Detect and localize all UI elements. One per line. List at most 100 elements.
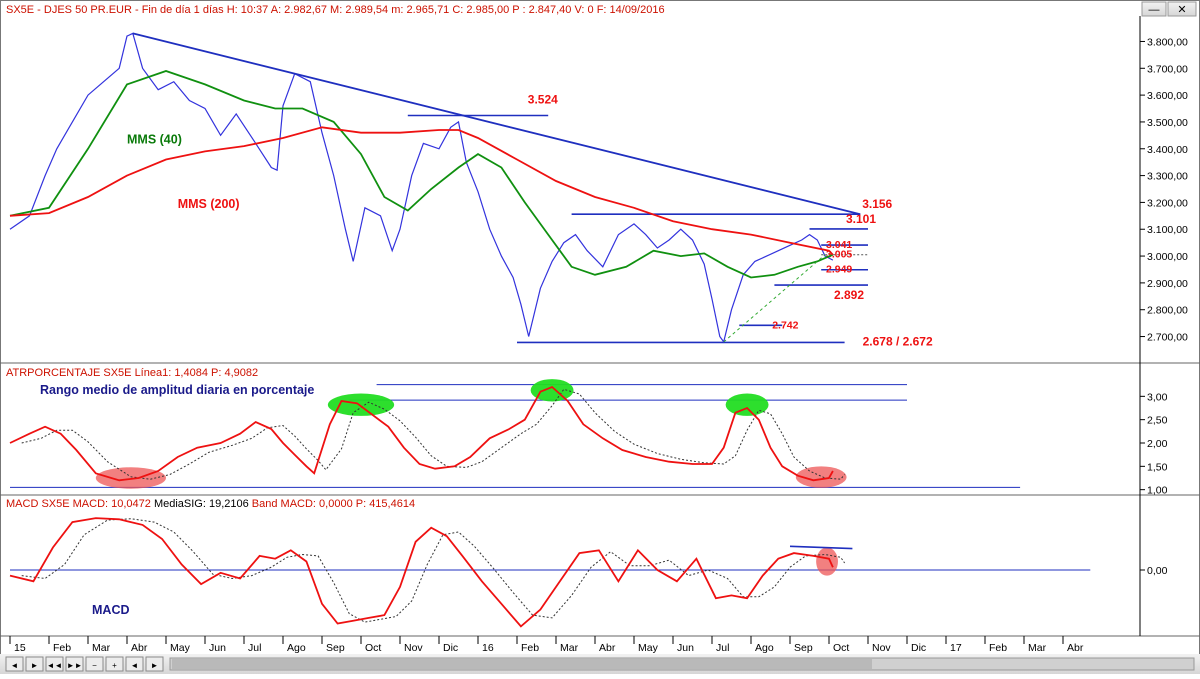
title-part: V: 0 F: 14/09/2016	[571, 4, 664, 16]
title-part: P : 2.847,40	[509, 4, 571, 16]
level-label: 3.101	[846, 212, 876, 226]
nav-arrow-icon: ►	[31, 661, 39, 670]
level-label: 3.005	[826, 249, 852, 261]
x-tick-label: May	[170, 642, 191, 654]
level-label: 3.524	[528, 92, 558, 106]
x-tick-label: Mar	[1028, 642, 1047, 654]
level-label: 2.892	[834, 288, 864, 302]
x-tick-label: Nov	[872, 642, 891, 654]
mms200-line	[9, 126, 834, 256]
close-line	[9, 32, 834, 344]
y-tick-label: 3.700,00	[1147, 63, 1188, 75]
title-part: SX5E - DJES 50 PR.EUR - Fin de día 1 día…	[6, 4, 509, 16]
price-title-bar	[2, 2, 1198, 16]
green-highlight-ellipse	[725, 393, 769, 416]
nav-arrow-icon: ◄◄	[47, 661, 63, 670]
y-tick-label: 2.800,00	[1147, 305, 1188, 317]
x-tick-label: 16	[482, 642, 494, 654]
x-tick-label: Sep	[794, 642, 813, 654]
x-tick-label: Jul	[248, 642, 261, 654]
x-tick-label: Nov	[404, 642, 423, 654]
x-tick-label: 15	[14, 642, 26, 654]
macd-panel: 0,00 MACD	[9, 517, 1168, 628]
y-tick-label: 3.100,00	[1147, 224, 1188, 236]
title-part: MediaSIG: 19,2106	[151, 498, 249, 510]
level-label: 2.949	[826, 264, 852, 276]
red-highlight-ellipse	[95, 467, 166, 489]
x-tick-label: Abr	[599, 642, 616, 654]
mms40-line	[9, 70, 834, 279]
minimize-glyph: —	[1149, 4, 1160, 16]
x-tick-label: Abr	[1067, 642, 1084, 654]
series-annotation: MMS (40)	[127, 132, 182, 146]
nav-button[interactable]	[65, 656, 84, 672]
macd-caption: MACD	[92, 603, 130, 617]
y-tick-label: 0,00	[1147, 565, 1168, 577]
x-tick-label: Feb	[521, 642, 539, 654]
x-tick-label: Feb	[989, 642, 1007, 654]
x-axis: 15 Feb Mar Abr May Jun Jul Ago Sep Oct Nov Dic 16 Feb…	[9, 636, 1084, 654]
x-tick-label: Oct	[833, 642, 849, 654]
atr-line	[9, 385, 834, 482]
title-part: P: 4,9082	[208, 367, 258, 379]
nav-arrow-icon: ◄	[11, 661, 19, 670]
nav-button[interactable]	[45, 656, 64, 672]
atr-panel-title: ATRPORCENTAJE SX5E Línea1: 1,4084 P: 4,9…	[6, 367, 258, 379]
nav-button[interactable]	[105, 656, 124, 672]
atr-panel: 1,00 1,50 2,00 2,50 3,00 Rango medio de ampli…	[9, 379, 1168, 497]
x-tick-label: Ago	[287, 642, 306, 654]
close-button[interactable]	[1167, 1, 1197, 17]
nav-button[interactable]	[145, 656, 164, 672]
y-tick-label: 2.700,00	[1147, 332, 1188, 344]
nav-button[interactable]	[5, 656, 24, 672]
y-tick-label: 2,00	[1147, 438, 1168, 450]
x-tick-label: Oct	[365, 642, 381, 654]
red-highlight-ellipse	[795, 466, 847, 488]
y-tick-label: 1,00	[1147, 485, 1168, 497]
y-tick-label: 3.300,00	[1147, 171, 1188, 183]
scrollbar-thumb[interactable]	[172, 659, 872, 669]
x-tick-label: Mar	[92, 642, 111, 654]
nav-button[interactable]	[85, 656, 104, 672]
nav-arrow-icon: ►►	[67, 661, 83, 670]
y-tick-label: 3.400,00	[1147, 144, 1188, 156]
bearish-trendline	[132, 32, 861, 216]
green-highlight-ellipse	[327, 393, 395, 416]
y-tick-label: 3.200,00	[1147, 197, 1188, 209]
support-trendline	[723, 254, 826, 343]
x-tick-label: Jun	[209, 642, 226, 654]
macd-panel-title: MACD SX5E MACD: 10,0472 MediaSIG: 19,210…	[6, 498, 415, 510]
level-label: 3.041	[826, 239, 852, 251]
nav-button[interactable]	[25, 656, 44, 672]
nav-button[interactable]	[125, 656, 144, 672]
y-tick-label: 3.000,00	[1147, 251, 1188, 263]
x-tick-label: May	[638, 642, 659, 654]
macd-line	[9, 517, 834, 628]
x-tick-label: Dic	[911, 642, 926, 654]
nav-arrow-icon: −	[92, 661, 97, 670]
title-part: P: 415,4614	[353, 498, 415, 510]
series-annotation: MMS (200)	[178, 197, 240, 211]
x-tick-label: Ago	[755, 642, 774, 654]
x-tick-label: Jun	[677, 642, 694, 654]
y-tick-label: 3,00	[1147, 391, 1168, 403]
y-tick-label: 1,50	[1147, 461, 1168, 473]
close-glyph: ✕	[1177, 4, 1186, 16]
title-part: Band MACD: 0,0000	[249, 498, 353, 510]
navigation-buttons: ◄ ► ◄◄ ►► − + ◄ ►	[5, 656, 1195, 672]
title-part: ATRPORCENTAJE SX5E Línea1: 1,4084	[6, 367, 208, 379]
nav-arrow-icon: ►	[151, 661, 159, 670]
price-panel-title: SX5E - DJES 50 PR.EUR - Fin de día 1 día…	[6, 4, 665, 16]
x-tick-label: Abr	[131, 642, 148, 654]
x-tick-label: Mar	[560, 642, 579, 654]
nav-arrow-icon: ◄	[131, 661, 139, 670]
y-tick-label: 3.800,00	[1147, 36, 1188, 48]
y-tick-label: 3.600,00	[1147, 90, 1188, 102]
red-highlight-ellipse	[816, 547, 838, 576]
x-tick-label: Sep	[326, 642, 345, 654]
minimize-button[interactable]	[1141, 1, 1167, 17]
title-part: MACD SX5E MACD: 10,0472	[6, 498, 151, 510]
